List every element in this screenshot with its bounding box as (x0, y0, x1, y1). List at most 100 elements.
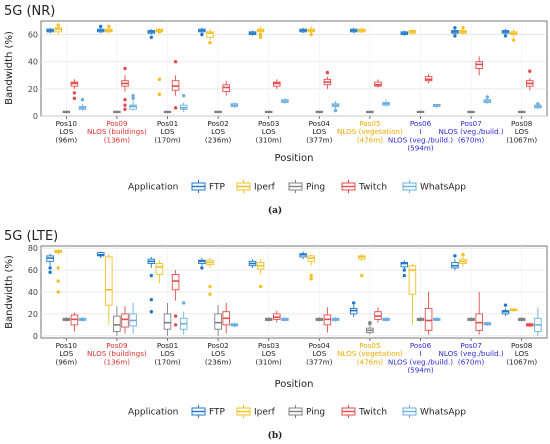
panel-a-ytick-label: 0 (33, 112, 38, 121)
panel-b-category-label: Pos08 (511, 341, 533, 350)
panel-a-outlier-ftp (200, 32, 204, 37)
panel-a-outlier-twitch (173, 106, 178, 110)
panel-a-category-label: (670m) (458, 135, 485, 144)
panel-b-ytick-label: 0 (33, 332, 38, 341)
panel-a-outlier-ftp (453, 34, 457, 38)
panel-b-category-label: Pos04 (309, 341, 331, 350)
panel-b-ytick-label: 60 (28, 266, 38, 275)
panel-a-outlier-twitch (72, 91, 77, 95)
panel-b-category-label: NLOS (veg./build.) (388, 357, 453, 366)
panel-a-outlier-twitch (528, 69, 532, 73)
panel-a-title: 5G (NR) (4, 4, 55, 19)
panel-b-outlier-ftp (149, 310, 154, 314)
panel-a-legend-label-ping: Ping (306, 183, 325, 193)
panel-b-category-label: NLOS (vegetation) (337, 349, 403, 358)
panel-a-category-label: Pos07 (460, 119, 481, 128)
panel-b-outlier-ftp (402, 268, 407, 272)
panel-b-category-label: LOS (262, 349, 276, 358)
panel-b-xlabel: Position (275, 379, 314, 390)
panel-a-category-label: LOS (59, 127, 73, 136)
panel-a-category-label: NLOS (veg./build.) (439, 127, 504, 136)
panel-a-legend-title: Application (128, 183, 178, 193)
panel-a-outlier-whatsapp (181, 93, 186, 98)
panel-a-category-label: NLOS (vegetation) (337, 127, 403, 136)
panel-a-outlier-iperf (157, 30, 162, 34)
panel-b-box-ftp (400, 261, 409, 268)
panel-a-legend-label-ftp: FTP (209, 183, 226, 193)
panel-b-legend-label-iperf: Iperf (254, 408, 276, 418)
panel-a-category-label: (136m) (104, 135, 131, 144)
panel-a-ytick-label: 20 (28, 85, 38, 94)
panel-b-outlier-ftp (149, 297, 154, 302)
panel-a-category-label: Pos05 (359, 119, 380, 128)
panel-a-outlier-iperf (157, 92, 162, 96)
panel-a-category-label: Pos03 (258, 119, 279, 128)
panel-b-box-ping (163, 313, 172, 330)
panel-a-ytick-label: 60 (28, 31, 38, 40)
panel-b-category-label: Pos07 (460, 341, 481, 350)
panel-a-category-label: NLOS (veg./build.) (388, 135, 453, 144)
panel-a-category-label: Pos01 (157, 119, 178, 128)
panel-b-outlier-iperf (208, 292, 212, 296)
panel-b-legend-label-ftp: FTP (209, 408, 226, 418)
panel-b-category-label: (377m) (306, 357, 333, 366)
panel-a-legend-label-twitch: Twitch (358, 183, 387, 193)
panel-b-subcaption: (b) (268, 430, 283, 441)
panel-a-category-label: NLOS (buildings) (87, 127, 147, 136)
panel-a-category-label: Pos10 (56, 119, 78, 128)
panel-a-category-label: (170m) (154, 135, 181, 144)
panel-b-box-twitch (121, 313, 129, 328)
panel-b-outlier-iperf (309, 277, 313, 281)
panel-b-ytick-label: 80 (28, 244, 38, 253)
panel-a-category-label: (236m) (205, 135, 232, 144)
panel-a-legend-label-iperf: Iperf (254, 183, 276, 193)
panel-b-box-iperf (105, 256, 113, 306)
panel-b-category-label: LOS (211, 349, 225, 358)
panel-a-outlier-iperf (258, 32, 263, 37)
panel-b-category-label: I (419, 349, 421, 358)
panel-b-ytick-label: 40 (28, 288, 38, 297)
panel-b-outlier-ftp (453, 254, 457, 258)
panel-b-category-label: (594m) (407, 366, 434, 375)
panel-b-outlier-ftp (352, 301, 356, 305)
panel-a-category-label: (377m) (306, 135, 333, 144)
panel-b-category-label: LOS (312, 349, 326, 358)
panel-b-outlier-ftp (48, 270, 52, 274)
panel-b-outlier-iperf (56, 279, 60, 283)
panel-a-xlabel: Position (275, 153, 314, 164)
panel-b-outlier-iperf (208, 284, 212, 289)
panel-a-outlier-twitch (123, 66, 127, 71)
panel-b-outlier-iperf (258, 284, 263, 289)
panel-b-box-twitch (171, 274, 180, 291)
panel-a-category-label: Pos09 (106, 119, 128, 128)
panel-b-outlier-iperf (360, 273, 364, 278)
panel-b-outlier-iperf (56, 266, 60, 270)
panel-a-ylabel: Bandwidth (%) (4, 31, 15, 105)
panel-b-outlier-whatsapp (181, 301, 186, 305)
panel-b-outlier-twitch (173, 323, 178, 327)
panel-b-category-label: (310m) (256, 357, 283, 366)
panel-a-outlier-twitch (123, 98, 127, 102)
panel-a-legend: Application FTP Iperf Ping Twitch WhatsApp (128, 180, 466, 193)
panel-b-outlier-ftp (402, 273, 407, 278)
panel-a-outlier-whatsapp (80, 98, 85, 102)
panel-b-outlier-ping (368, 322, 372, 326)
panel-b-legend-label-twitch: Twitch (358, 408, 387, 418)
panel-b-category-label: (1067m) (506, 357, 537, 366)
panel-a-category-label: I (419, 127, 421, 136)
panel-a-category-label: Pos04 (309, 119, 331, 128)
panel-a-outlier-iperf (157, 77, 162, 82)
panel-b-title: 5G (LTE) (4, 229, 58, 244)
panel-b-outlier-iperf (461, 253, 465, 257)
panel-b-category-label: Pos06 (410, 341, 432, 350)
panel-a-outlier-whatsapp (333, 108, 338, 113)
panel-b-category-label: Pos03 (258, 341, 279, 350)
panel-a-outlier-twitch (325, 70, 330, 75)
panel-b-legend-label-ping: Ping (306, 408, 325, 418)
panel-a-outlier-ftp (453, 26, 457, 30)
panel-b-category-label: LOS (59, 349, 73, 358)
panel-a-category-label: LOS (211, 127, 225, 136)
panel-a-category-label: Pos02 (207, 119, 228, 128)
